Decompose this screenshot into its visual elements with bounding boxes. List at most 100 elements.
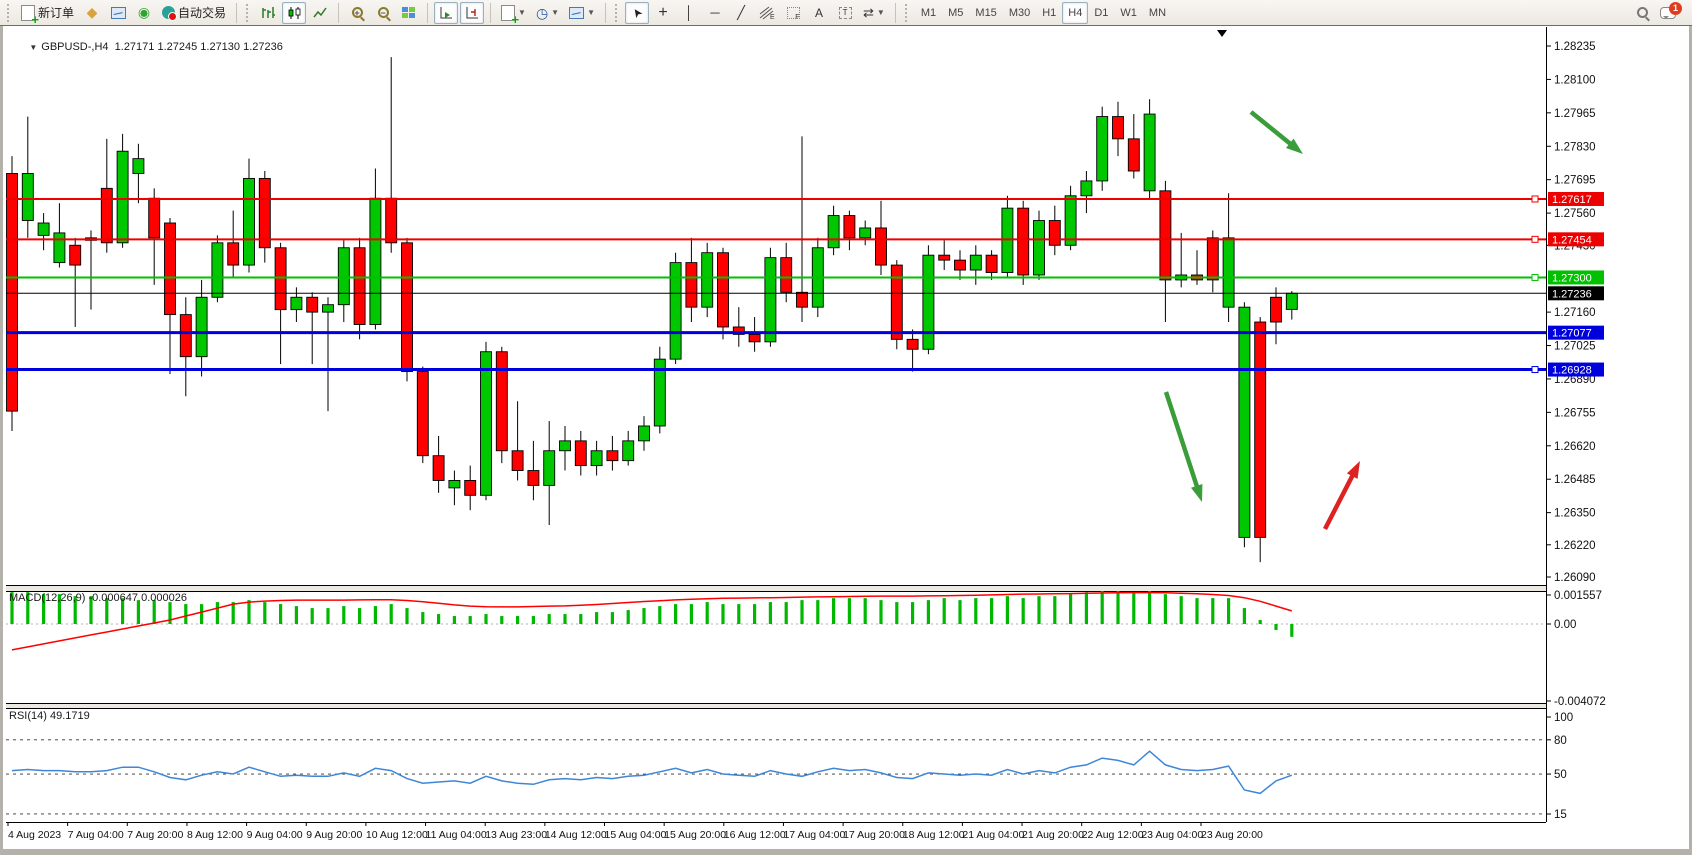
price-axis-label: 1.27160 <box>1554 307 1596 319</box>
periods-button[interactable]: ◷ ▼ <box>535 4 560 21</box>
price-badge-label: 1.27236 <box>1552 288 1592 300</box>
candlestick-chart-button[interactable] <box>282 1 307 24</box>
chart-dropdown-icon[interactable]: ▼ <box>29 43 38 52</box>
time-axis-label: 9 Aug 20:00 <box>306 829 362 841</box>
timeframe-W1[interactable]: W1 <box>1120 6 1137 19</box>
macd-axis-label: 0.001557 <box>1554 590 1602 602</box>
notifications-button[interactable]: 1 <box>1656 1 1682 24</box>
price-badge <box>1548 325 1604 340</box>
grid-icon: F <box>786 6 800 21</box>
latest-bar-marker <box>1217 30 1227 37</box>
price-badge-label: 1.27617 <box>1552 194 1592 206</box>
text-label-icon: T <box>838 6 852 19</box>
timeframe-M5[interactable]: M5 <box>948 6 964 19</box>
horizontal-line-tool-button[interactable]: ─ <box>703 2 727 24</box>
indicators-button[interactable]: + ▼ <box>497 2 530 26</box>
timeframe-H1[interactable]: H1 <box>1042 6 1057 19</box>
candle-body <box>1206 237 1219 281</box>
candle-body <box>53 232 66 264</box>
time-axis-label: 16 Aug 12:00 <box>724 829 786 841</box>
candle-body <box>1254 321 1267 538</box>
time-axis-label: 11 Aug 04:00 <box>426 829 487 841</box>
candle-body <box>969 254 982 271</box>
candle-body <box>922 254 935 350</box>
timeframe-M30[interactable]: M30 <box>1008 6 1031 19</box>
text-tool-button[interactable]: A <box>807 2 831 24</box>
candle-body <box>1064 195 1077 246</box>
chart-shift-button[interactable] <box>460 1 485 24</box>
vertical-line-icon: │ <box>684 5 694 20</box>
candle-body <box>258 177 271 249</box>
price-axis-label: 1.28235 <box>1554 41 1596 53</box>
new-order-icon: + <box>21 4 39 26</box>
price-badge-label: 1.26928 <box>1552 365 1592 377</box>
new-order-button[interactable]: + 新订单 <box>17 2 78 26</box>
candle-body <box>416 371 429 457</box>
cursor-icon: ➤ <box>628 4 646 21</box>
trendline-tool-button[interactable]: ╱ <box>729 2 753 24</box>
candle-body <box>69 244 82 266</box>
candle-body <box>543 450 556 486</box>
bar-chart-button[interactable] <box>256 2 280 24</box>
candle-body <box>401 242 413 372</box>
rsi-axis-label: 100 <box>1554 712 1573 724</box>
timeframe-M15[interactable]: M15 <box>975 6 997 19</box>
candle-body <box>653 358 666 427</box>
candle-body <box>274 247 287 311</box>
candle-body <box>1017 207 1030 276</box>
styler-button[interactable]: ◆ <box>80 2 104 24</box>
chart-canvas[interactable]: 1.28235 1.28100 1.27965 1.27830 1.27695 1.275… <box>3 26 1689 849</box>
text-label-tool-button[interactable]: T <box>833 2 857 24</box>
shapes-tool-button[interactable]: ⇄ ▼ <box>863 4 885 20</box>
price-badge <box>1548 232 1604 247</box>
notification-badge: 1 <box>1669 1 1682 15</box>
tile-windows-button[interactable] <box>397 2 421 24</box>
timeframe-D1[interactable]: D1 <box>1094 6 1109 19</box>
time-axis-label: 14 Aug 12:00 <box>545 829 607 841</box>
toolbar: + 新订单 ◆ ◉ 自动交易 + − <box>0 0 1692 26</box>
zoom-out-icon: − <box>377 7 389 18</box>
separator <box>236 2 238 23</box>
macd-axis-label: 0.00 <box>1554 619 1576 631</box>
timeframe-M1[interactable]: M1 <box>920 6 937 19</box>
chart-window[interactable]: ▼ GBPUSD-,H4 1.27171 1.27245 1.27130 1.27… <box>0 26 1692 855</box>
signals-button[interactable]: ◉ <box>132 2 156 24</box>
timeframe-MN[interactable]: MN <box>1148 6 1167 19</box>
candle-body <box>717 252 729 328</box>
line-chart-icon <box>312 7 327 17</box>
candle-body <box>827 215 840 249</box>
macd-signal-line <box>11 591 1293 651</box>
candle-body <box>353 247 366 325</box>
price-badge <box>1548 362 1604 377</box>
zoom-in-button[interactable]: + <box>345 2 369 24</box>
separator <box>894 2 896 23</box>
fibonacci-tool-button[interactable]: E <box>755 2 779 24</box>
terminal-button[interactable] <box>106 2 130 24</box>
search-button[interactable] <box>1630 2 1654 24</box>
candle-body <box>796 291 808 308</box>
crosshair-tool-button[interactable]: + <box>651 2 675 24</box>
cursor-tool-button[interactable]: ➤ <box>625 1 650 24</box>
rsi-axis-label: 15 <box>1554 809 1567 821</box>
time-axis-label: 7 Aug 04:00 <box>68 829 124 841</box>
timeframe-H4[interactable]: H4 <box>1062 1 1089 24</box>
time-axis-label: 23 Aug 20:00 <box>1201 829 1263 841</box>
auto-trade-button[interactable]: 自动交易 <box>158 2 230 24</box>
candle-body <box>211 242 224 298</box>
auto-scroll-button[interactable] <box>434 1 459 24</box>
tile-windows-icon <box>402 6 416 19</box>
candle-body <box>1096 116 1109 182</box>
zoom-out-button[interactable]: − <box>371 2 395 24</box>
time-axis-label: 15 Aug 04:00 <box>605 829 667 841</box>
line-anchor <box>1531 366 1539 374</box>
line-chart-button[interactable] <box>308 2 332 24</box>
candle-body <box>464 480 477 496</box>
time-axis-label: 7 Aug 20:00 <box>127 829 183 841</box>
candle-body <box>37 222 50 236</box>
time-axis-label: 21 Aug 04:00 <box>962 829 1024 841</box>
symbol-timeframe: GBPUSD-,H4 <box>41 41 109 53</box>
candle-body <box>1143 113 1156 192</box>
grid-tool-button[interactable]: F <box>781 2 805 24</box>
templates-button[interactable]: ▼ <box>565 2 599 24</box>
vertical-line-tool-button[interactable]: │ <box>677 2 701 24</box>
